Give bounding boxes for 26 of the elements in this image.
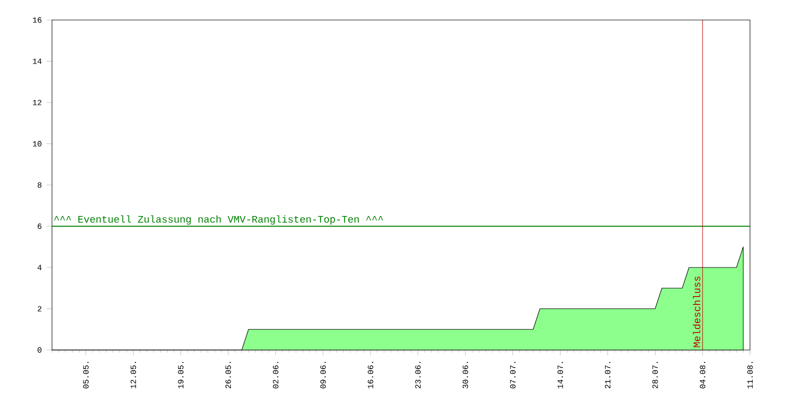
x-tick-label: 26.05. (225, 362, 231, 388)
y-tick-label: 14 (32, 58, 42, 64)
x-tick-label: 05.05. (83, 362, 89, 388)
x-tick-label: 04.08. (700, 362, 706, 388)
y-tick-label: 4 (38, 264, 42, 270)
x-tick-label: 19.05. (178, 362, 184, 388)
ref-line-label: Meldeschluss (692, 276, 700, 348)
x-tick-label: 07.07. (510, 362, 516, 388)
x-tick-label: 16.06. (368, 362, 374, 388)
x-tick-label: 12.05. (130, 362, 136, 388)
x-tick-label: 14.07. (558, 362, 563, 388)
y-tick-label: 12 (32, 100, 42, 106)
x-tick-label: 21.07. (604, 362, 610, 388)
x-tick-label: 23.06. (415, 362, 421, 388)
y-tick-label: 16 (32, 17, 42, 23)
y-tick-label: 6 (38, 224, 42, 229)
y-tick-label: 0 (38, 347, 42, 353)
y-tick-label: 10 (32, 141, 42, 146)
x-tick-label: 30.06. (462, 362, 468, 388)
x-tick-label: 09.06. (320, 362, 326, 388)
x-tick-label: 11.08. (747, 362, 753, 388)
x-tick-label: 28.07. (652, 362, 658, 388)
y-tick-label: 2 (38, 306, 42, 312)
x-tick-label: 02.06. (272, 362, 278, 388)
y-tick-label: 8 (38, 182, 42, 188)
ref-line-label: ^^^ Eventuell Zulassung nach VMV-Ranglisten-Top-Ten ^^^ (54, 215, 383, 225)
